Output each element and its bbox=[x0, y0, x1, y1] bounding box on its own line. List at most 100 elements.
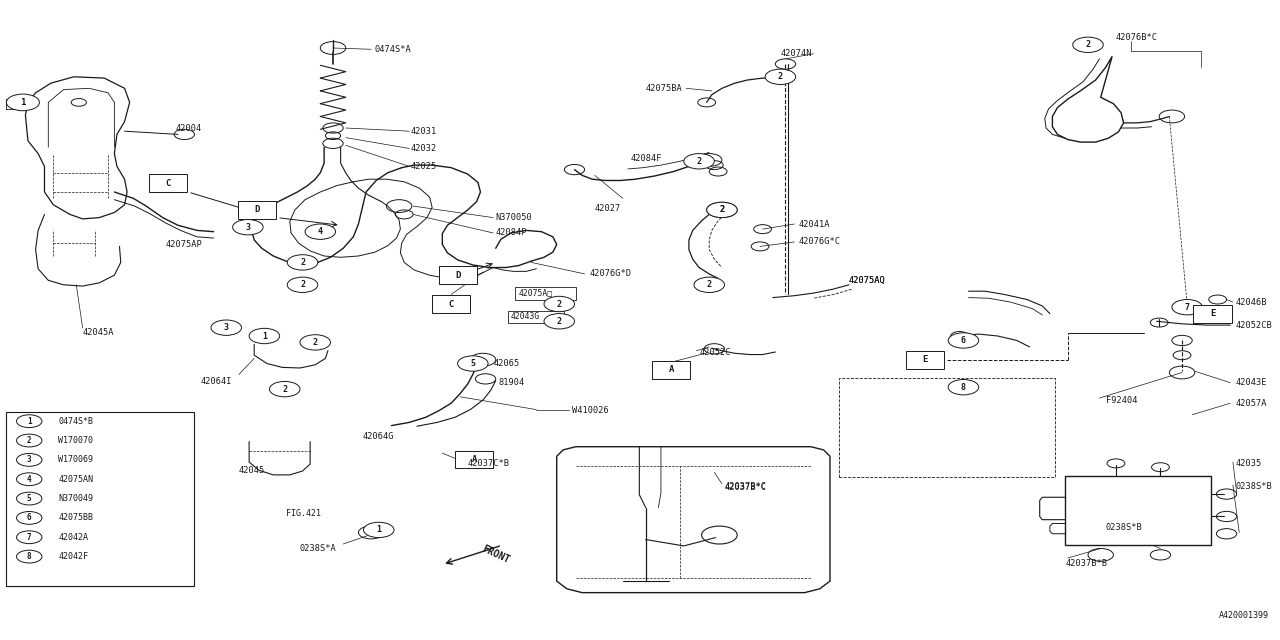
Circle shape bbox=[270, 381, 300, 397]
Circle shape bbox=[1172, 300, 1202, 315]
Text: 2: 2 bbox=[312, 338, 317, 347]
Text: 42076G*D: 42076G*D bbox=[590, 269, 632, 278]
Text: 2: 2 bbox=[282, 385, 287, 394]
Text: F92404: F92404 bbox=[1106, 396, 1138, 404]
Text: C: C bbox=[448, 300, 454, 308]
Text: N370049: N370049 bbox=[59, 494, 93, 503]
Text: A420001399: A420001399 bbox=[1219, 611, 1268, 620]
Text: 0238S*A: 0238S*A bbox=[300, 544, 337, 553]
Circle shape bbox=[17, 434, 42, 447]
Circle shape bbox=[305, 224, 335, 239]
Text: FIG.421: FIG.421 bbox=[285, 509, 321, 518]
Text: 42052CB: 42052CB bbox=[1235, 321, 1272, 330]
Text: W170070: W170070 bbox=[59, 436, 93, 445]
Polygon shape bbox=[557, 447, 829, 593]
Text: 42064I: 42064I bbox=[201, 377, 233, 386]
Bar bbox=[6, 412, 195, 586]
Text: 3: 3 bbox=[224, 323, 229, 332]
Circle shape bbox=[364, 522, 394, 538]
Text: D: D bbox=[454, 271, 461, 280]
Text: 42075BB: 42075BB bbox=[59, 513, 93, 522]
Text: 42074N: 42074N bbox=[781, 49, 812, 58]
Text: 6: 6 bbox=[27, 513, 32, 522]
Bar bbox=[1193, 305, 1231, 323]
Text: FRONT: FRONT bbox=[480, 544, 511, 566]
Circle shape bbox=[17, 531, 42, 543]
Circle shape bbox=[457, 356, 488, 371]
Circle shape bbox=[544, 314, 575, 329]
Text: 3: 3 bbox=[27, 456, 32, 465]
Text: E: E bbox=[1210, 309, 1215, 318]
Text: N370050: N370050 bbox=[495, 213, 532, 222]
Circle shape bbox=[17, 511, 42, 524]
Bar bbox=[1065, 476, 1211, 545]
Text: 42027: 42027 bbox=[595, 204, 621, 213]
Text: 6: 6 bbox=[961, 336, 966, 345]
Circle shape bbox=[250, 328, 279, 344]
Text: A: A bbox=[668, 365, 673, 374]
Circle shape bbox=[287, 277, 317, 292]
Text: 42075BA: 42075BA bbox=[645, 84, 682, 93]
Circle shape bbox=[17, 550, 42, 563]
Polygon shape bbox=[26, 77, 129, 219]
Text: 42084F: 42084F bbox=[631, 154, 662, 163]
Text: 42041A: 42041A bbox=[799, 220, 829, 228]
Bar bbox=[148, 174, 187, 192]
Text: 42042A: 42042A bbox=[59, 532, 88, 541]
Text: 8: 8 bbox=[961, 383, 966, 392]
Circle shape bbox=[211, 320, 242, 335]
Text: 42037B*C: 42037B*C bbox=[724, 482, 767, 491]
Bar bbox=[652, 361, 690, 379]
Text: 7: 7 bbox=[27, 532, 32, 541]
Text: 42046B: 42046B bbox=[1235, 298, 1267, 307]
Bar bbox=[439, 266, 476, 284]
Text: 0238S*B: 0238S*B bbox=[1235, 482, 1272, 491]
Circle shape bbox=[17, 492, 42, 505]
Circle shape bbox=[287, 255, 317, 270]
Text: 2: 2 bbox=[557, 317, 562, 326]
Text: 4: 4 bbox=[27, 475, 32, 484]
Text: W170069: W170069 bbox=[59, 456, 93, 465]
Bar bbox=[515, 287, 576, 300]
Text: 2: 2 bbox=[300, 280, 305, 289]
Circle shape bbox=[17, 454, 42, 467]
Text: 42042F: 42042F bbox=[59, 552, 88, 561]
Text: 42043E: 42043E bbox=[1235, 378, 1267, 387]
Text: 42064G: 42064G bbox=[362, 432, 394, 441]
Text: 4: 4 bbox=[317, 227, 323, 236]
Text: 3: 3 bbox=[246, 223, 251, 232]
Bar bbox=[906, 351, 945, 369]
Text: 5: 5 bbox=[27, 494, 32, 503]
Text: 2: 2 bbox=[719, 205, 724, 214]
Text: D: D bbox=[253, 205, 260, 214]
Circle shape bbox=[17, 415, 42, 428]
Text: 42045A: 42045A bbox=[83, 328, 114, 337]
Circle shape bbox=[694, 277, 724, 292]
Text: 2: 2 bbox=[300, 258, 305, 267]
Text: C: C bbox=[165, 179, 170, 188]
Text: 5: 5 bbox=[470, 359, 475, 368]
Text: 2: 2 bbox=[27, 436, 32, 445]
Text: 42065: 42065 bbox=[493, 359, 520, 368]
Text: 2: 2 bbox=[557, 300, 562, 308]
Text: 8: 8 bbox=[27, 552, 32, 561]
Circle shape bbox=[948, 380, 979, 395]
Bar bbox=[238, 201, 275, 219]
Text: 42076B*C: 42076B*C bbox=[1116, 33, 1158, 42]
Text: 1: 1 bbox=[27, 417, 32, 426]
Text: 42075AN: 42075AN bbox=[59, 475, 93, 484]
Text: 42076G*C: 42076G*C bbox=[799, 237, 840, 246]
Circle shape bbox=[17, 473, 42, 486]
Text: 2: 2 bbox=[719, 205, 724, 214]
Text: 2: 2 bbox=[1085, 40, 1091, 49]
Circle shape bbox=[6, 94, 40, 111]
Text: 7: 7 bbox=[1184, 303, 1189, 312]
Text: 2: 2 bbox=[696, 157, 701, 166]
Text: 2: 2 bbox=[707, 280, 712, 289]
Text: 1: 1 bbox=[262, 332, 266, 340]
Text: 81904: 81904 bbox=[498, 378, 525, 387]
Bar bbox=[508, 311, 564, 323]
Text: 0474S*B: 0474S*B bbox=[59, 417, 93, 426]
Text: 42052C: 42052C bbox=[699, 348, 731, 356]
Circle shape bbox=[300, 335, 330, 350]
